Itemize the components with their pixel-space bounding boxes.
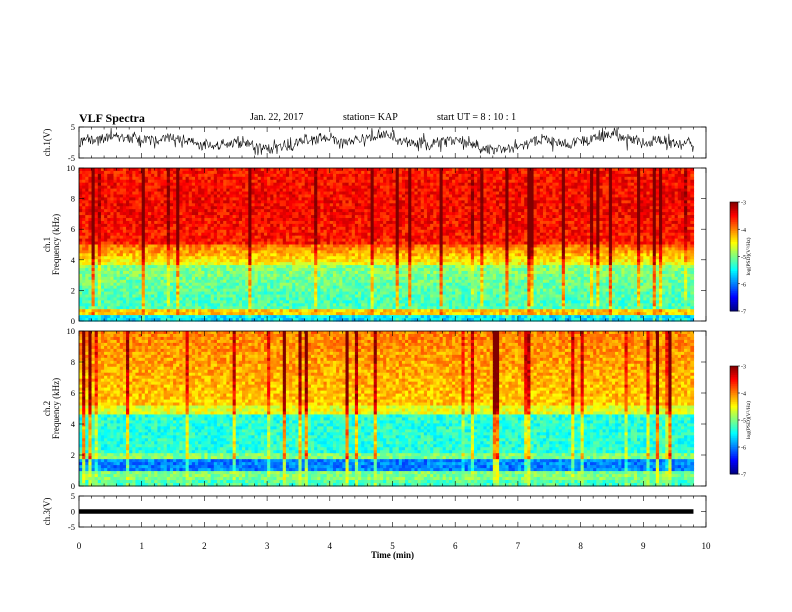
ch1-spectrogram-tick-label: 2 <box>71 285 75 295</box>
colorbar-label: log(PSD)(V²/Hz) <box>745 401 752 439</box>
ch1-waveform-tick-label: 5 <box>71 122 75 132</box>
ch2-spectrogram-tick-label: 4 <box>71 419 76 429</box>
date-label: Jan. 22, 2017 <box>250 112 303 123</box>
axis-ticks <box>78 126 707 528</box>
figure-title: VLF Spectra <box>79 111 145 126</box>
colorbar-tick-label: -6 <box>741 282 746 288</box>
ch3-waveform-tick-label: -5 <box>68 522 75 532</box>
ch2-spectrogram-axis-label: Frequency (kHz) <box>51 378 61 439</box>
ch2-spectrogram-tick-label: 10 <box>67 326 76 336</box>
ch2-spectrogram-tick-label: 8 <box>71 357 75 367</box>
x-tick-label: 10 <box>702 541 712 551</box>
ch1-waveform-axis-label: ch.1(V) <box>42 129 52 157</box>
ch1-waveform-trace <box>78 127 694 156</box>
start-time-label: start UT = 8 : 10 : 1 <box>437 112 516 123</box>
x-tick-label: 0 <box>77 541 82 551</box>
ch2-colorbar: -3 -4 -5 -6 -7 log(PSD)(V²/Hz) <box>729 365 752 479</box>
ch1-spectrogram-tick-label: 6 <box>71 224 75 234</box>
ch1-spectrogram-axis-label: Frequency (kHz) <box>51 214 61 275</box>
ch2-spectrogram-tick-label: 6 <box>71 388 75 398</box>
x-tick-label: 8 <box>578 541 583 551</box>
waveform-traces <box>78 127 694 514</box>
ch3-waveform-tick-label: 0 <box>71 507 75 517</box>
colorbar-tick-label: -5 <box>741 419 746 425</box>
station-label: station= KAP <box>343 112 398 123</box>
ch2-spectrogram-axis-label: ch.2 <box>42 401 52 416</box>
ch1-spectrogram-tick-label: 0 <box>71 316 75 326</box>
colorbar-tick-label: -4 <box>741 228 746 234</box>
colorbar-tick-label: -6 <box>741 446 746 452</box>
ch3-waveform-tick-label: 5 <box>71 491 75 501</box>
ch2-spectrogram-tick-label: 2 <box>71 450 75 460</box>
x-tick-label: 1 <box>139 541 144 551</box>
ch1-waveform-tick-label: -5 <box>68 153 75 163</box>
x-axis-label: Time (min) <box>371 550 414 560</box>
ch2-spectrogram-heatmap <box>79 331 695 487</box>
x-tick-label: 5 <box>390 541 395 551</box>
ch1-colorbar: -3 -4 -5 -6 -7 log(PSD)(V²/Hz) <box>729 201 752 316</box>
ch1-spectrogram-heatmap <box>79 168 695 322</box>
ch2-spectrogram-tick-label: 0 <box>71 481 75 491</box>
ch1-spectrogram-tick-label: 10 <box>67 163 76 173</box>
ch3-waveform-axis-label: ch.3(V) <box>42 498 52 526</box>
ch1-spectrogram-tick-label: 8 <box>71 194 75 204</box>
x-tick-label: 6 <box>453 541 458 551</box>
colorbar-tick-label: -3 <box>741 201 746 207</box>
colorbar-label: log(PSD)(V²/Hz) <box>745 237 752 275</box>
x-tick-label: 7 <box>516 541 521 551</box>
x-tick-label: 3 <box>265 541 270 551</box>
colorbar-tick-label: -3 <box>741 365 746 371</box>
ch1-spectrogram-axis-label: ch.1 <box>42 237 52 252</box>
colorbar-tick-label: -4 <box>741 392 746 398</box>
ch1-spectrogram-tick-label: 4 <box>71 255 76 265</box>
x-tick-label: 2 <box>202 541 207 551</box>
x-tick-label: 9 <box>641 541 646 551</box>
colorbar-tick-label: -7 <box>741 310 746 316</box>
x-tick-label: 4 <box>328 541 333 551</box>
colorbar-tick-label: -5 <box>741 255 746 261</box>
colorbar-tick-label: -7 <box>741 473 746 479</box>
